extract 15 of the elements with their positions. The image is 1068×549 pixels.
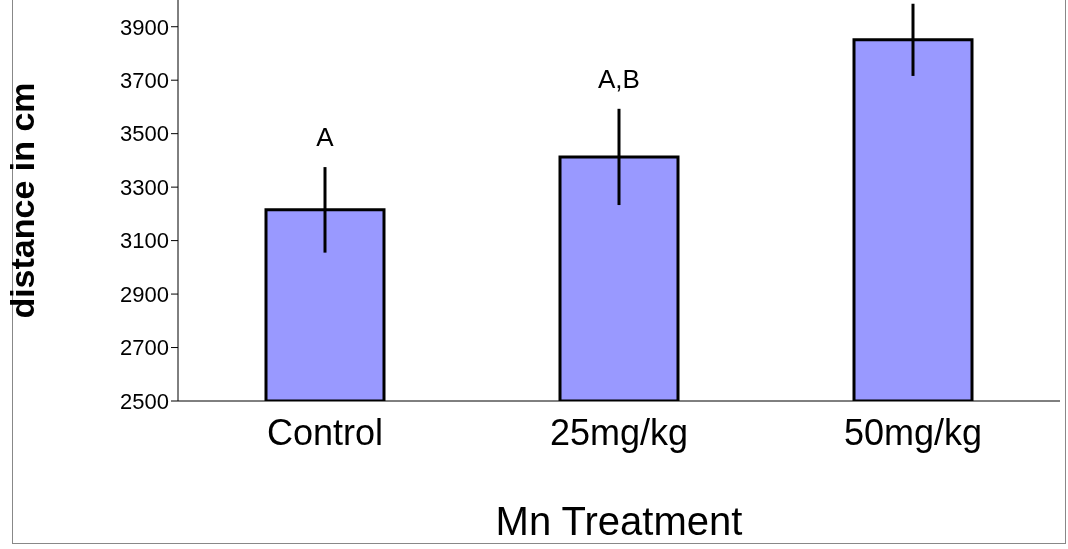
x-tick-label: Control (266, 411, 384, 453)
y-tick-label: 3900 (120, 14, 169, 40)
y-tick-label: 2500 (120, 388, 169, 414)
x-tick-label: 50mg/kg (843, 411, 983, 453)
y-tick-label: 3500 (120, 121, 169, 147)
y-tick-label: 2700 (120, 335, 169, 361)
x-tick-label: 25mg/kg (549, 411, 689, 453)
annotation: A (316, 121, 335, 152)
annotation: A,B (598, 63, 640, 94)
y-tick-label: 3300 (120, 174, 169, 200)
y-axis-title: distance in cm (3, 82, 42, 319)
y-tick-label: 3700 (120, 68, 169, 94)
y-tick-label: 2900 (120, 281, 169, 307)
y-tick-label: 3100 (120, 228, 169, 254)
x-axis-title: Mn Treatment (495, 499, 743, 543)
